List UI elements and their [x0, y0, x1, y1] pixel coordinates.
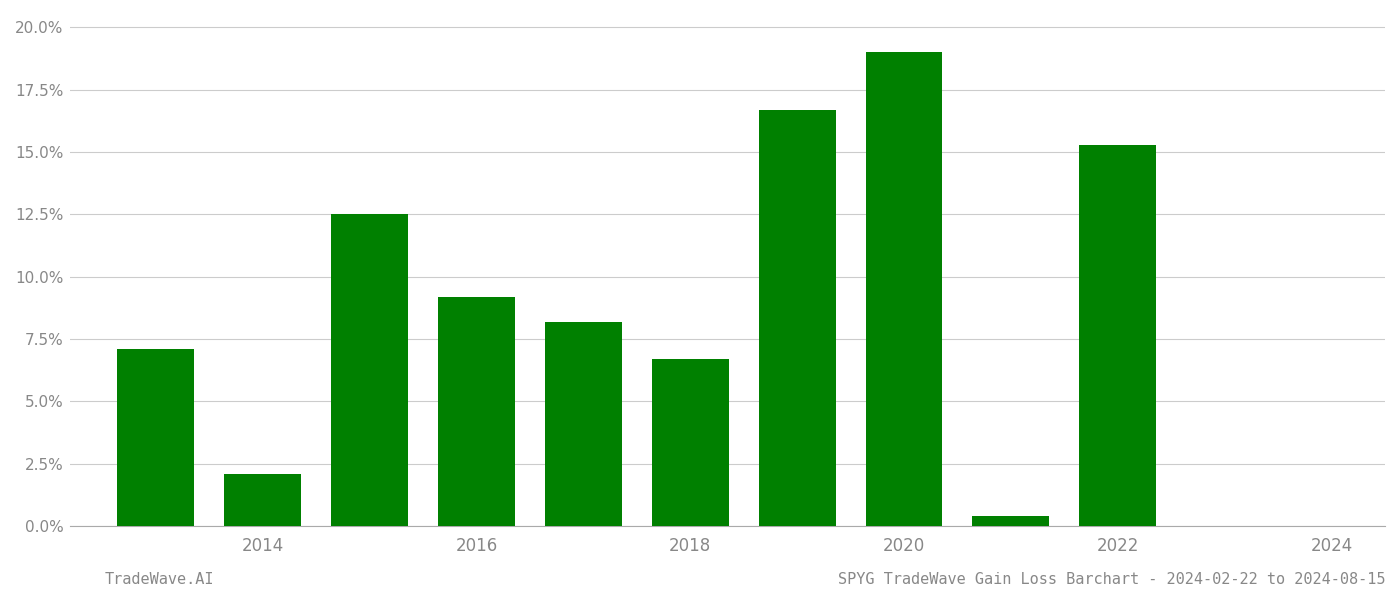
- Bar: [438, 296, 515, 526]
- Bar: [545, 322, 622, 526]
- Bar: [118, 349, 195, 526]
- Bar: [332, 214, 407, 526]
- Bar: [973, 516, 1050, 526]
- Text: SPYG TradeWave Gain Loss Barchart - 2024-02-22 to 2024-08-15: SPYG TradeWave Gain Loss Barchart - 2024…: [839, 572, 1386, 587]
- Bar: [652, 359, 729, 526]
- Bar: [1079, 145, 1156, 526]
- Bar: [865, 52, 942, 526]
- Bar: [224, 473, 301, 526]
- Bar: [759, 110, 836, 526]
- Text: TradeWave.AI: TradeWave.AI: [105, 572, 214, 587]
